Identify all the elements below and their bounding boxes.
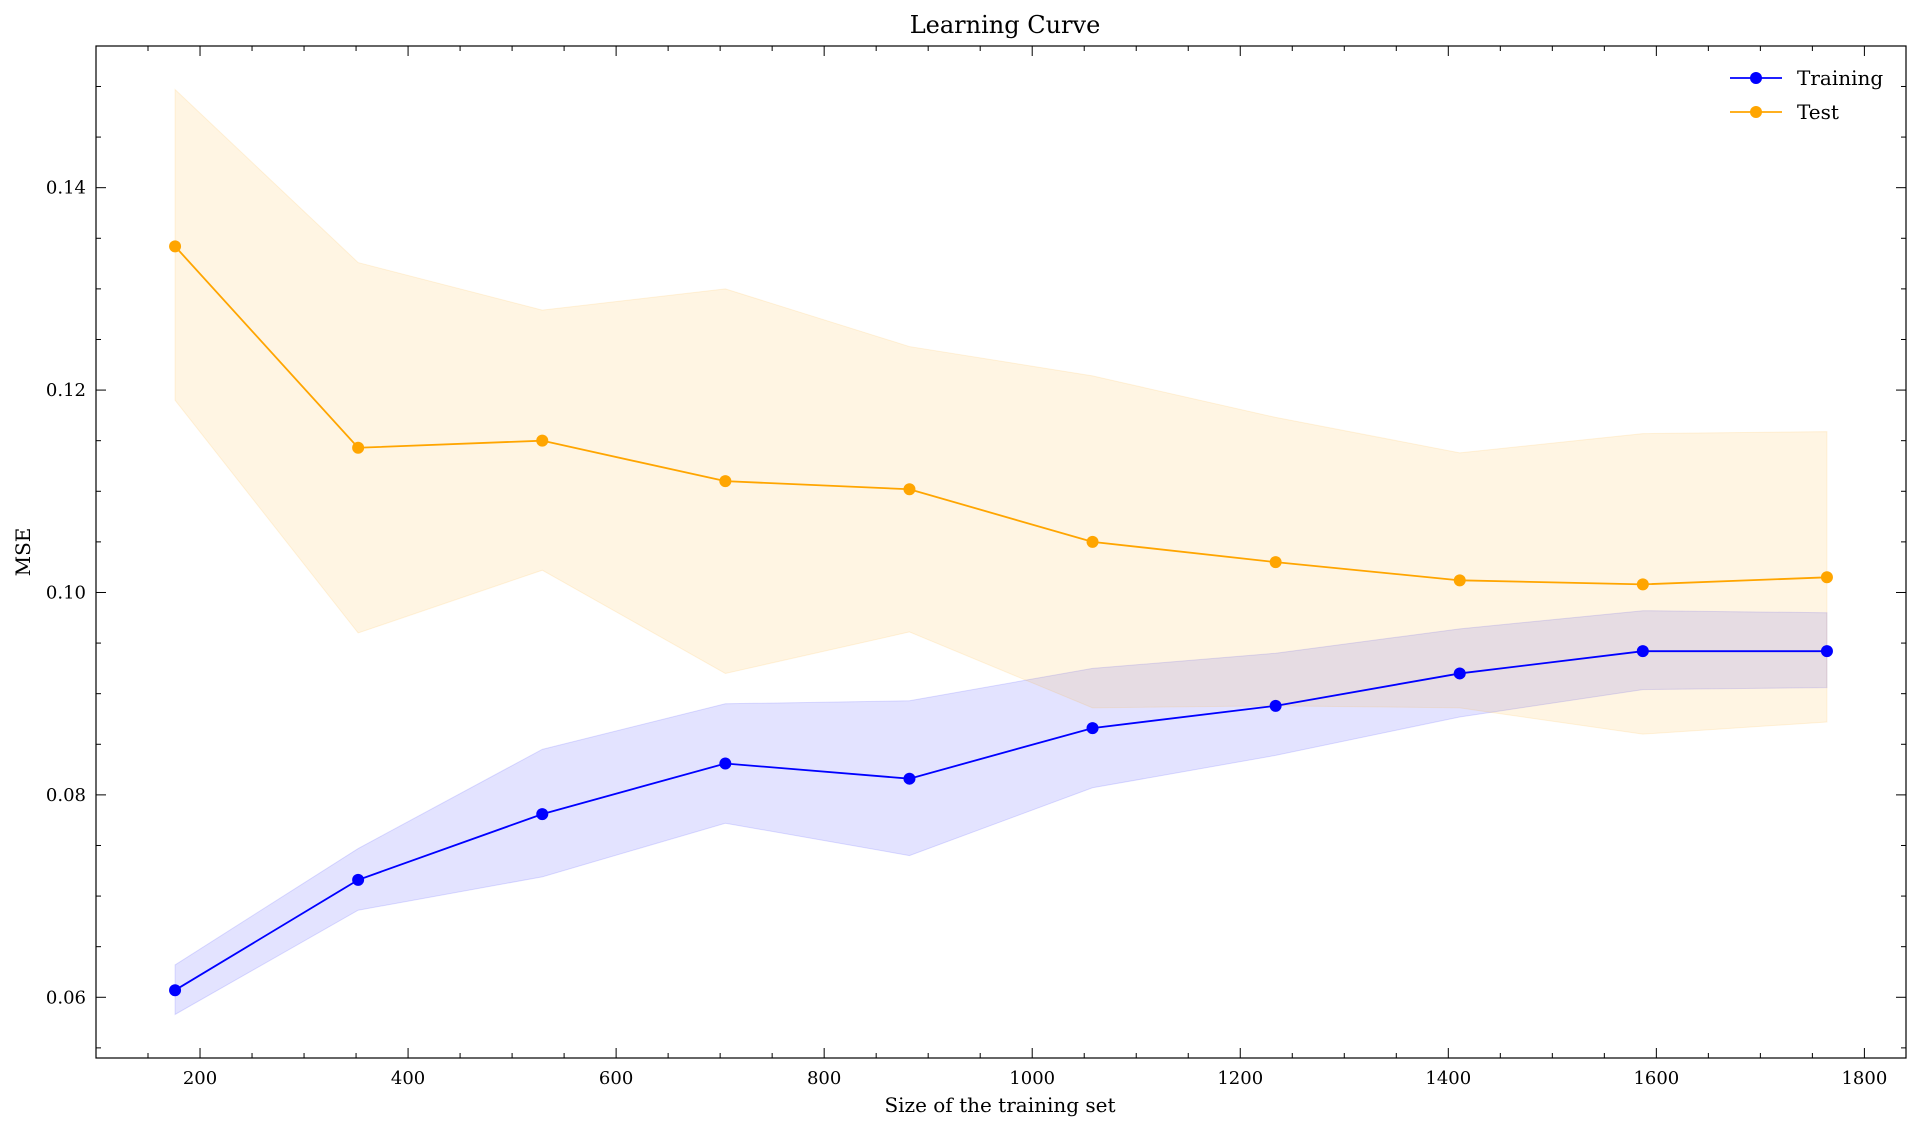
x-tick-label: 400 <box>391 1068 425 1089</box>
x-tick-label: 1800 <box>1841 1068 1887 1089</box>
y-tick-label: 0.10 <box>46 582 86 603</box>
data-point-test <box>536 434 549 447</box>
data-point-training <box>719 757 732 770</box>
data-point-test <box>1820 571 1833 584</box>
legend-marker-training <box>1750 72 1762 84</box>
x-tick-label: 1200 <box>1217 1068 1263 1089</box>
data-point-test <box>1086 535 1099 548</box>
data-point-training <box>1086 722 1099 735</box>
legend: Training Test <box>1730 66 1883 124</box>
data-point-training <box>169 984 182 997</box>
data-point-training <box>536 808 549 821</box>
plot-area: 200 400 600 800 1000 1200 1400 1600 1800 0.06 0.08… <box>46 45 1907 1089</box>
data-point-training <box>1636 645 1649 658</box>
y-tick-label: 0.12 <box>46 380 86 401</box>
data-point-test <box>1453 574 1466 587</box>
data-point-test <box>352 441 365 454</box>
data-point-training <box>1453 667 1466 680</box>
x-tick-label: 1600 <box>1633 1068 1679 1089</box>
legend-label-training: Training <box>1797 66 1883 90</box>
data-point-training <box>1269 699 1282 712</box>
band-test <box>174 88 1828 735</box>
data-point-test <box>1269 556 1282 569</box>
series-line-test <box>174 245 1827 586</box>
chart-title: Learning Curve <box>910 11 1101 39</box>
x-tick-label: 200 <box>183 1068 217 1089</box>
y-tick-label: 0.14 <box>46 178 86 199</box>
series-line-training <box>174 650 1827 991</box>
x-tick-label: 600 <box>599 1068 633 1089</box>
data-point-test <box>903 483 916 496</box>
legend-marker-test <box>1750 106 1762 118</box>
y-tick-label: 0.06 <box>46 987 86 1008</box>
data-point-test <box>1636 578 1649 591</box>
x-tick-label: 1400 <box>1425 1068 1471 1089</box>
data-point-test <box>719 475 732 488</box>
data-point-training <box>903 772 916 785</box>
data-point-training <box>352 873 365 886</box>
data-point-test <box>169 240 182 253</box>
legend-label-test: Test <box>1797 100 1839 124</box>
band-training <box>174 610 1828 1016</box>
plot-frame <box>95 45 1907 1059</box>
x-tick-label: 1000 <box>1009 1068 1055 1089</box>
y-tick-label: 0.08 <box>46 785 86 806</box>
x-tick-label: 800 <box>807 1068 841 1089</box>
data-point-training <box>1820 645 1833 658</box>
y-axis-label: MSE <box>11 528 35 577</box>
x-axis-label: Size of the training set <box>884 1093 1115 1117</box>
